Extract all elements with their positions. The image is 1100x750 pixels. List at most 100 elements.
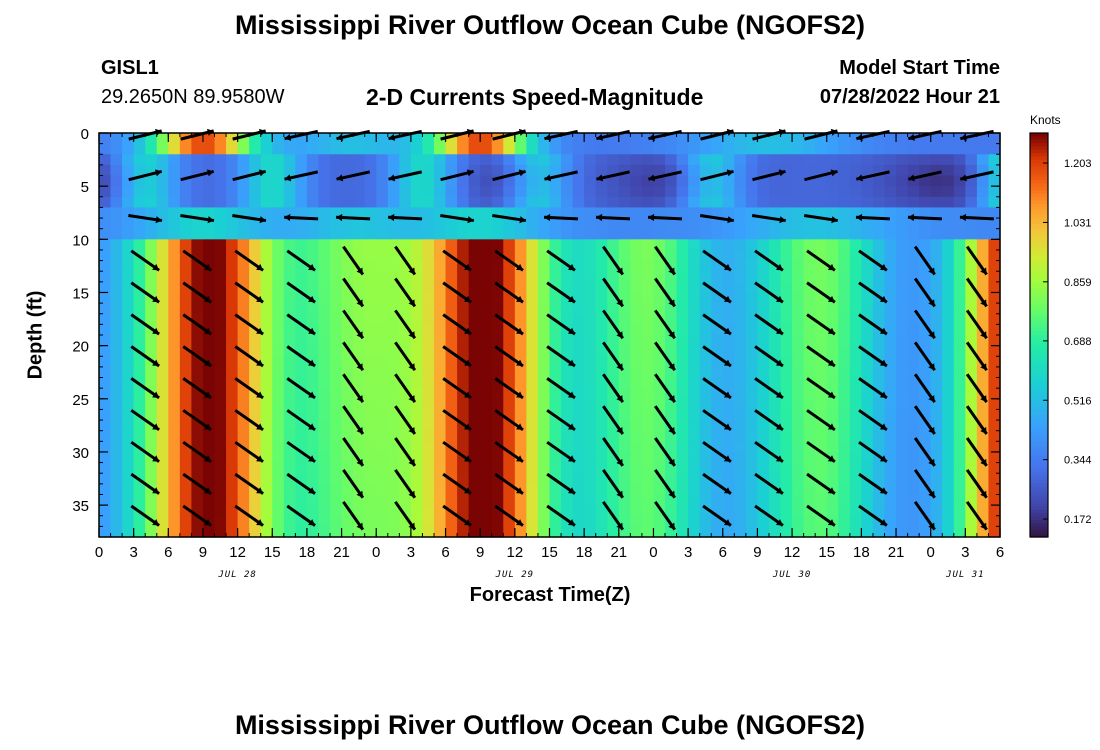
heatmap-cell <box>237 260 250 272</box>
heatmap-cell <box>318 324 331 336</box>
heatmap-cell <box>445 335 458 347</box>
current-arrow <box>806 440 836 463</box>
heatmap-cell <box>953 356 966 368</box>
heatmap-cell <box>133 335 146 347</box>
station-name: GISL1 <box>101 57 159 79</box>
heatmap-cell <box>376 143 389 155</box>
heatmap-cell <box>226 409 239 421</box>
heatmap-cell <box>133 260 146 272</box>
heatmap-cell <box>745 143 759 155</box>
current-arrow <box>336 213 371 222</box>
heatmap-cell <box>503 228 516 240</box>
heatmap-cell <box>260 154 273 166</box>
heatmap-cell <box>480 133 493 145</box>
heatmap-cell <box>942 260 955 272</box>
heatmap-cell <box>179 356 193 368</box>
heatmap-cell <box>607 154 620 166</box>
heatmap-cell <box>341 430 354 442</box>
heatmap-cell <box>191 377 204 389</box>
heatmap-cell <box>768 239 782 251</box>
heatmap-cell <box>768 186 782 198</box>
heatmap-cell <box>699 154 712 166</box>
heatmap-cell <box>561 143 574 155</box>
heatmap-cell <box>722 239 735 251</box>
heatmap-cell <box>410 356 424 368</box>
current-arrow <box>806 377 836 400</box>
heatmap-cell <box>330 133 343 145</box>
heatmap-cell <box>711 409 724 421</box>
heatmap-cell <box>457 441 470 453</box>
colorbar-swatch <box>1030 193 1048 198</box>
heatmap-cell <box>145 281 158 294</box>
heatmap-cell <box>607 196 620 209</box>
colorbar-swatch <box>1030 271 1048 275</box>
heatmap-cell <box>514 249 527 262</box>
current-arrow <box>754 409 784 432</box>
heatmap-cell <box>353 154 366 166</box>
heatmap-cell <box>353 260 366 272</box>
heatmap-cell <box>376 505 389 517</box>
heatmap-cell <box>734 292 747 304</box>
current-arrow <box>494 472 524 495</box>
heatmap-cell <box>318 186 331 198</box>
heatmap-cell <box>815 133 828 145</box>
heatmap-cell <box>618 526 631 538</box>
heatmap-cell <box>618 483 631 496</box>
heatmap-cell <box>965 388 978 400</box>
heatmap-cell <box>145 505 158 517</box>
heatmap-cell <box>711 494 724 506</box>
heatmap-cell <box>168 356 181 368</box>
heatmap-cell <box>722 409 735 421</box>
heatmap-cell <box>457 462 470 474</box>
heatmap-cell <box>584 505 597 517</box>
heatmap-cell <box>353 239 366 251</box>
heatmap-cell <box>861 483 874 496</box>
heatmap-cell <box>422 409 435 421</box>
heatmap-cell <box>537 292 551 304</box>
heatmap-cell <box>514 196 527 209</box>
heatmap-cell <box>364 324 377 336</box>
heatmap-cell <box>445 239 458 251</box>
heatmap-cell <box>942 345 955 357</box>
heatmap-cell <box>549 451 562 464</box>
current-arrow <box>342 341 365 372</box>
heatmap-cell <box>376 388 389 400</box>
heatmap-cell <box>653 409 666 421</box>
heatmap-cell <box>330 186 343 198</box>
heatmap-cell <box>168 420 181 432</box>
heatmap-cell <box>826 494 839 506</box>
heatmap-cell <box>734 345 747 357</box>
heatmap-cell <box>618 356 631 368</box>
heatmap-cell <box>803 281 816 294</box>
heatmap-cell <box>468 398 481 411</box>
heatmap-cell <box>665 249 678 262</box>
heatmap-cell <box>976 164 990 177</box>
heatmap-cell <box>792 335 805 347</box>
heatmap-cell <box>491 356 504 368</box>
heatmap-cell <box>156 164 169 177</box>
heatmap-cell <box>942 249 955 262</box>
heatmap-cell <box>815 430 828 442</box>
heatmap-cell <box>653 281 666 294</box>
heatmap-cell <box>330 462 343 474</box>
heatmap-cell <box>595 345 608 357</box>
heatmap-cell <box>260 196 273 209</box>
heatmap-cell <box>930 228 943 240</box>
heatmap-cell <box>399 526 412 538</box>
heatmap-cell <box>826 133 839 145</box>
heatmap-cell <box>861 335 874 347</box>
heatmap-cell <box>861 218 874 230</box>
heatmap-cell <box>283 228 296 240</box>
heatmap-cell <box>191 345 204 357</box>
heatmap-cell <box>884 409 897 421</box>
heatmap-cell <box>156 281 169 294</box>
heatmap-cell <box>953 494 966 506</box>
heatmap-cell <box>122 430 135 442</box>
heatmap-cell <box>422 292 435 304</box>
heatmap-cell <box>283 356 296 368</box>
heatmap-cell <box>849 345 862 357</box>
heatmap-cell <box>630 324 643 336</box>
heatmap-cell <box>537 260 551 272</box>
heatmap-cell <box>803 143 816 155</box>
heatmap-cell <box>861 186 874 198</box>
